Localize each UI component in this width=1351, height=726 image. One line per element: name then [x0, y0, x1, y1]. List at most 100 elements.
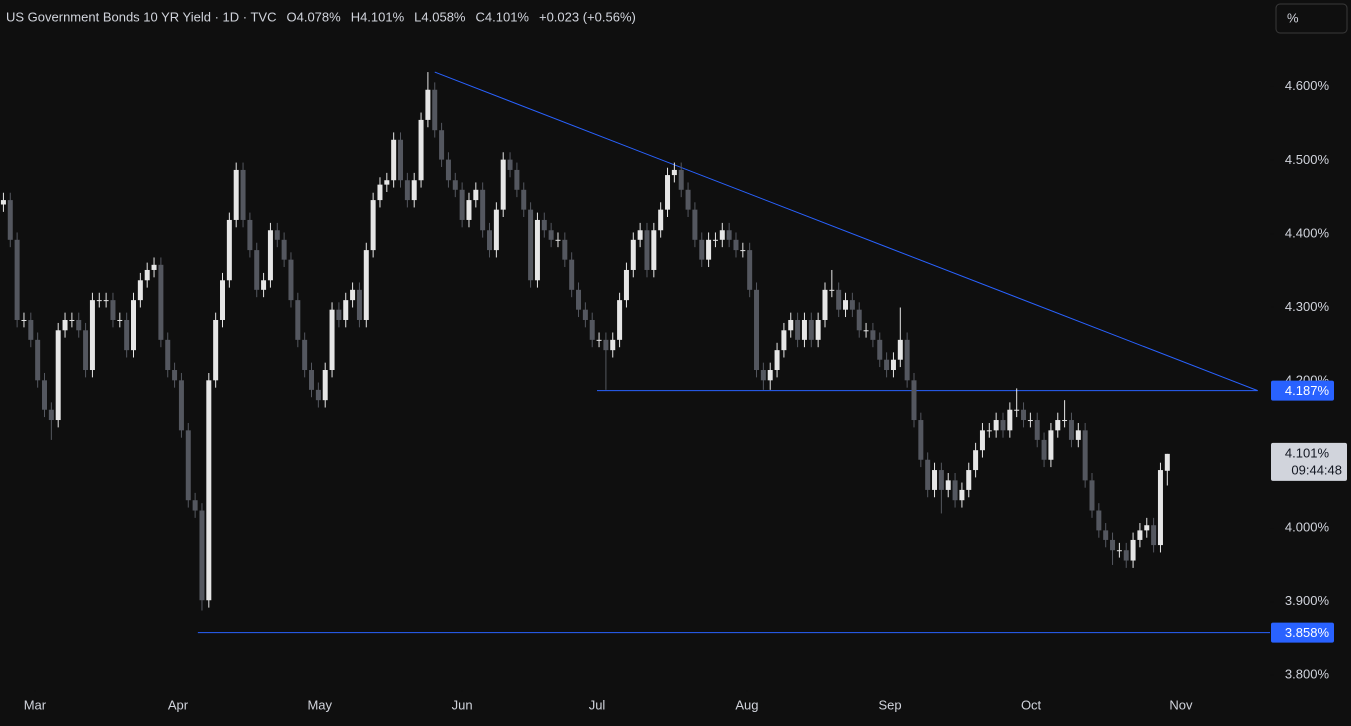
- candle-body: [952, 480, 958, 501]
- candle-body: [322, 370, 328, 401]
- candle-body: [356, 289, 362, 320]
- candle-body: [1137, 530, 1143, 540]
- candle-body: [911, 380, 917, 421]
- candle-body: [719, 230, 725, 240]
- candle-body: [712, 239, 718, 241]
- candle-body: [596, 339, 602, 341]
- x-tick-label: Nov: [1169, 697, 1193, 712]
- candle-body: [1123, 550, 1129, 561]
- y-tick-label: 4.000%: [1285, 520, 1330, 535]
- candle-body: [500, 159, 506, 210]
- chart-title: US Government Bonds 10 YR Yield · 1D · T…: [6, 9, 276, 24]
- candle-body: [261, 280, 267, 290]
- candle-body: [480, 189, 486, 231]
- candle-body: [384, 180, 390, 185]
- y-tick-label: 4.300%: [1285, 299, 1330, 314]
- candle-body: [96, 300, 102, 302]
- candle-body: [569, 259, 575, 290]
- candle-body: [979, 430, 985, 451]
- price-badge-label: 3.858%: [1285, 625, 1330, 640]
- candle-body: [1007, 409, 1013, 431]
- candle-body: [671, 169, 677, 176]
- candle-body: [398, 139, 404, 181]
- candle-body: [582, 309, 588, 320]
- price-badge: [1271, 380, 1334, 401]
- candle-body: [986, 430, 992, 432]
- candle-body: [309, 370, 315, 390]
- candle-body: [849, 300, 855, 310]
- candle-body: [760, 370, 766, 381]
- candle-body: [110, 300, 116, 320]
- candle-body: [692, 209, 698, 240]
- candle-body: [541, 219, 547, 231]
- candle-body: [938, 470, 944, 490]
- unit-button-label[interactable]: %: [1287, 10, 1299, 25]
- candle-body: [514, 169, 520, 190]
- last-price-badge: [1271, 442, 1347, 481]
- candle-body: [623, 269, 629, 301]
- x-tick-label: Sep: [878, 697, 901, 712]
- price-badge: [1271, 622, 1334, 643]
- candle-body: [55, 330, 61, 421]
- candle-body: [973, 450, 979, 471]
- candle-body: [274, 230, 280, 240]
- candle-body: [685, 189, 691, 210]
- candle-body: [644, 230, 650, 270]
- candle-body: [425, 89, 431, 120]
- candle-body: [788, 319, 794, 331]
- candle-body: [288, 259, 294, 301]
- candle-body: [418, 119, 424, 181]
- candle-body: [7, 200, 13, 240]
- candle-body: [302, 339, 308, 371]
- header-value: O4.078%: [286, 9, 341, 24]
- x-tick-label: Oct: [1021, 697, 1042, 712]
- header-value: C4.101%: [476, 9, 530, 24]
- candle-body: [233, 169, 239, 220]
- candle-body: [1021, 409, 1027, 421]
- candle-body: [726, 230, 732, 240]
- candle-body: [391, 139, 397, 181]
- y-tick-label: 4.500%: [1285, 152, 1330, 167]
- header-value: L4.058%: [414, 9, 466, 24]
- candle-body: [548, 230, 554, 240]
- candle-body: [473, 189, 479, 201]
- candle-body: [411, 180, 417, 201]
- candle-body: [534, 219, 540, 281]
- candle-body: [89, 300, 95, 371]
- candle-body: [48, 409, 54, 421]
- candle-body: [226, 219, 232, 281]
- candle-body: [192, 500, 198, 511]
- candle-body: [890, 359, 896, 371]
- candle-body: [445, 159, 451, 181]
- candle-body: [1034, 420, 1040, 440]
- candle-body: [877, 339, 883, 360]
- candle-body: [158, 264, 164, 340]
- candle-body: [199, 510, 205, 601]
- price-badge-label: 4.187%: [1285, 383, 1330, 398]
- candle-body: [336, 309, 342, 320]
- candle-body: [870, 330, 876, 340]
- candle-body: [658, 209, 664, 231]
- candle-body: [918, 420, 924, 460]
- trend-line: [434, 71, 1258, 392]
- candle-body: [808, 319, 814, 340]
- x-tick-label: Mar: [24, 697, 47, 712]
- last-price-label: 4.101%: [1285, 445, 1330, 460]
- candle-body: [267, 230, 273, 281]
- unit-button[interactable]: [1275, 3, 1348, 34]
- candle-body: [220, 280, 226, 320]
- candle-body: [1000, 420, 1006, 431]
- candle-body: [432, 89, 438, 131]
- candle-body: [206, 380, 212, 601]
- candle-body: [137, 280, 143, 301]
- candle-body: [528, 209, 534, 281]
- candle-body: [706, 239, 712, 260]
- candle-body: [637, 230, 643, 240]
- candle-body: [836, 289, 842, 310]
- candle-body: [1062, 420, 1068, 422]
- candle-body: [507, 159, 513, 170]
- candle-body: [117, 319, 123, 321]
- candle-body: [815, 319, 821, 340]
